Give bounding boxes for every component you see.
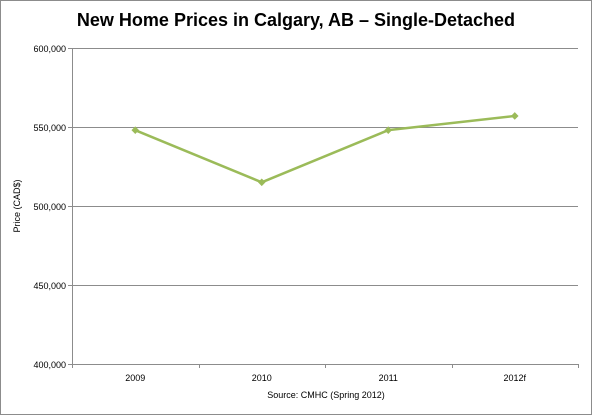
x-tick-label: 2009 [125, 373, 145, 383]
gridlines [72, 48, 578, 365]
y-tick-labels: 400,000 450,000 500,000 550,000 600,000 [33, 44, 66, 370]
series-line [134, 114, 515, 184]
y-tick-label: 500,000 [33, 202, 66, 212]
x-tick-label: 2010 [252, 373, 272, 383]
x-tick-labels: 2009 2010 2011 2012f [125, 373, 526, 383]
x-tick-label: 2011 [379, 373, 398, 383]
x-axis-label: Source: CMHC (Spring 2012) [267, 390, 385, 400]
y-tick-label: 600,000 [33, 44, 66, 54]
y-tick-label: 450,000 [33, 281, 66, 291]
data-point-marker [384, 126, 393, 134]
data-point-marker [510, 112, 519, 120]
data-point-marker [257, 178, 266, 187]
y-tick-label: 400,000 [33, 360, 66, 370]
series [131, 112, 519, 187]
x-tick-label: 2012f [503, 373, 526, 383]
chart-title: New Home Prices in Calgary, AB – Single-… [76, 10, 516, 30]
y-tick-label: 550,000 [33, 123, 66, 133]
data-point-marker [131, 126, 140, 134]
axes [68, 48, 579, 368]
y-axis-label: Price (CAD$) [12, 179, 22, 232]
